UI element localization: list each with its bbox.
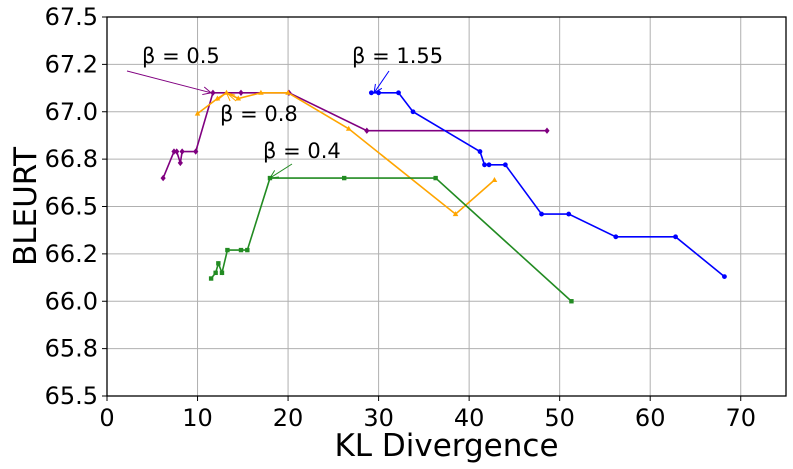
series-line <box>371 92 725 278</box>
axis-ticks: 0 10 20 30 40 50 60 70 65.5 65.8 66.0 66.2 66.5 66.8 6… <box>45 3 756 432</box>
data-point <box>238 247 244 253</box>
x-tick-label: 40 <box>454 404 485 432</box>
data-point <box>285 89 291 95</box>
data-point <box>613 234 619 240</box>
data-point <box>569 299 574 304</box>
data-point <box>502 162 508 168</box>
annotation-arrow <box>269 163 293 179</box>
annotation-arrow <box>226 92 237 102</box>
data-point <box>673 234 678 240</box>
annotation-arrowhead <box>373 83 383 94</box>
x-tick-label: 10 <box>182 404 213 432</box>
annotation-0: β = 0.5 <box>126 44 220 96</box>
y-tick-label: 66.2 <box>45 240 98 268</box>
series-2 <box>208 175 574 304</box>
data-point <box>433 175 438 181</box>
data-point <box>160 174 166 182</box>
data-point <box>486 162 492 168</box>
x-tick-label: 30 <box>363 404 394 432</box>
y-tick-label: 67.2 <box>45 50 98 78</box>
data-point <box>174 148 180 155</box>
annotation-label: β = 0.8 <box>220 102 298 126</box>
data-point <box>376 90 381 96</box>
annotation-2: β = 0.4 <box>263 139 341 179</box>
data-point <box>410 109 416 115</box>
y-tick-label: 65.8 <box>45 335 98 363</box>
data-point <box>396 90 401 96</box>
x-tick-label: 70 <box>725 404 756 432</box>
y-tick-label: 66.8 <box>45 145 98 173</box>
y-tick-label: 66.5 <box>45 193 98 221</box>
data-point <box>194 110 201 116</box>
data-point <box>477 149 483 154</box>
annotation-label: β = 1.55 <box>352 44 443 68</box>
data-point <box>258 89 264 95</box>
data-point <box>171 148 177 155</box>
annotation-label: β = 0.4 <box>263 139 341 163</box>
data-point <box>213 270 218 276</box>
annotation-arrow-stroke <box>216 92 227 102</box>
data-point <box>539 211 544 217</box>
annotation-1: β = 0.8 <box>216 92 298 126</box>
data-point <box>216 261 221 266</box>
data-point <box>364 127 370 134</box>
data-point <box>368 90 374 96</box>
annotation-arrow-stroke <box>226 92 239 100</box>
series-3 <box>368 90 727 280</box>
x-tick-label: 20 <box>273 404 304 432</box>
annotation-arrow <box>126 70 212 94</box>
annotations: β = 0.5 β = 0.8 β = 0.4 β = 1.55 <box>126 44 443 179</box>
data-point <box>245 247 250 253</box>
data-point <box>238 89 244 96</box>
x-tick-label: 50 <box>544 404 575 432</box>
data-point <box>210 89 216 96</box>
data-point <box>235 95 242 101</box>
data-point <box>482 162 487 168</box>
x-tick-label: 0 <box>99 404 114 432</box>
x-axis-label: KL Divergence <box>334 428 558 464</box>
series-0 <box>160 89 550 182</box>
data-point <box>208 276 214 281</box>
data-point <box>452 211 459 217</box>
annotation-arrowhead <box>202 86 213 96</box>
series-line <box>210 177 572 302</box>
data-point <box>177 159 183 167</box>
data-point <box>544 127 550 134</box>
annotation-label: β = 0.5 <box>142 44 220 68</box>
data-point <box>225 247 230 253</box>
data-point <box>341 175 347 181</box>
data-point <box>345 125 352 131</box>
data-point <box>491 176 498 182</box>
annotation-arrow <box>373 70 390 94</box>
annotation-arrowhead <box>268 170 279 179</box>
data-series <box>160 89 727 304</box>
y-tick-label: 67.5 <box>45 3 98 31</box>
y-tick-label: 67.0 <box>45 98 98 126</box>
x-tick-label: 60 <box>635 404 666 432</box>
data-point <box>179 148 185 155</box>
data-point <box>219 270 225 276</box>
data-point <box>566 211 572 217</box>
annotation-3: β = 1.55 <box>352 44 443 94</box>
data-point <box>722 274 727 280</box>
data-point <box>193 148 199 155</box>
y-tick-label: 65.5 <box>45 382 98 410</box>
y-tick-label: 66.0 <box>45 287 98 315</box>
y-axis-label: BLEURT <box>8 146 44 266</box>
